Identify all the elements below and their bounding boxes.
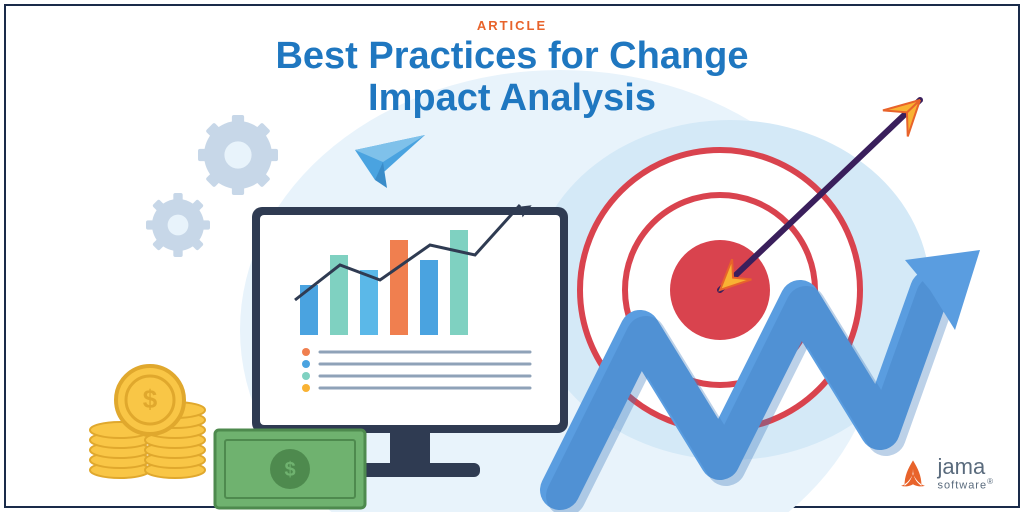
svg-text:$: $ — [284, 459, 295, 481]
headline-line-1: Best Practices for Change — [0, 36, 1024, 78]
headline: Best Practices for Change Impact Analysi… — [0, 36, 1024, 120]
brand-logo: jama software® — [896, 456, 994, 492]
svg-text:$: $ — [143, 384, 158, 414]
headline-line-2: Impact Analysis — [0, 78, 1024, 120]
eyebrow-label: ARTICLE — [0, 18, 1024, 33]
logo-name: jama — [938, 456, 994, 478]
logo-mark-icon — [896, 457, 930, 491]
logo-sub: software® — [938, 478, 994, 492]
